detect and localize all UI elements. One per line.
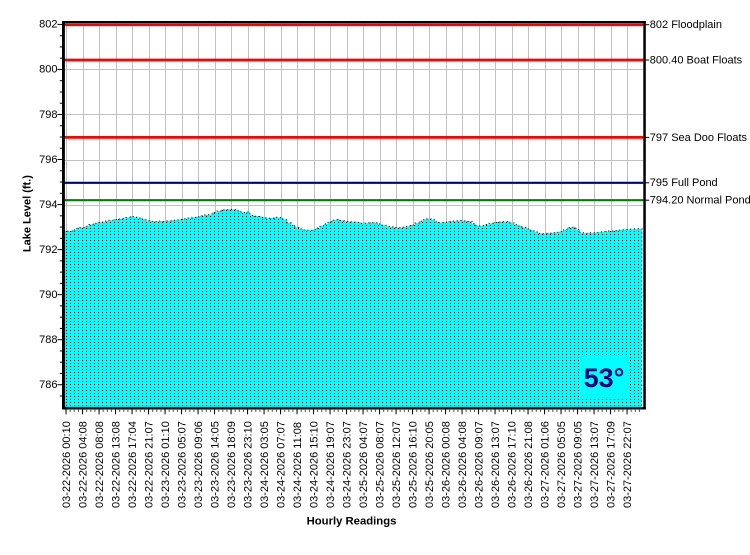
svg-text:03-24-2026 15:10: 03-24-2026 15:10 <box>309 421 321 508</box>
svg-text:802 Floodplain: 802 Floodplain <box>650 19 722 31</box>
svg-text:03-23-2026 05:07: 03-23-2026 05:07 <box>177 421 189 508</box>
svg-text:03-24-2026 11:08: 03-24-2026 11:08 <box>292 422 304 508</box>
svg-text:03-27-2026 13:07: 03-27-2026 13:07 <box>589 421 601 508</box>
svg-text:792: 792 <box>39 244 57 256</box>
svg-text:03-25-2026 04:07: 03-25-2026 04:07 <box>358 421 370 508</box>
svg-text:794.20 Normal Pond: 794.20 Normal Pond <box>650 195 750 207</box>
svg-text:03-23-2026 01:10: 03-23-2026 01:10 <box>160 421 172 508</box>
svg-text:03-26-2026 17:10: 03-26-2026 17:10 <box>507 421 519 508</box>
svg-text:Lake Level (ft.): Lake Level (ft.) <box>22 175 34 252</box>
svg-text:03-24-2026 19:07: 03-24-2026 19:07 <box>325 421 337 508</box>
svg-text:796: 796 <box>39 154 57 166</box>
svg-text:03-25-2026 16:10: 03-25-2026 16:10 <box>408 421 420 508</box>
svg-text:03-25-2026 08:07: 03-25-2026 08:07 <box>375 421 387 508</box>
svg-text:03-23-2026 09:06: 03-23-2026 09:06 <box>193 421 205 508</box>
svg-text:794: 794 <box>39 199 57 211</box>
svg-text:03-25-2026 20:05: 03-25-2026 20:05 <box>424 421 436 508</box>
svg-text:03-26-2026 04:08: 03-26-2026 04:08 <box>457 421 469 508</box>
svg-text:03-23-2026 18:09: 03-23-2026 18:09 <box>226 421 238 508</box>
svg-text:795 Full Pond: 795 Full Pond <box>650 177 718 189</box>
svg-text:03-26-2026 09:07: 03-26-2026 09:07 <box>474 421 486 508</box>
svg-text:802: 802 <box>39 19 57 31</box>
svg-text:03-23-2026 23:10: 03-23-2026 23:10 <box>243 421 255 508</box>
svg-text:03-27-2026 09:05: 03-27-2026 09:05 <box>573 421 585 508</box>
svg-text:790: 790 <box>39 289 57 301</box>
svg-text:797 Sea Doo Floats: 797 Sea Doo Floats <box>650 132 748 144</box>
svg-text:03-22-2026 04:08: 03-22-2026 04:08 <box>78 421 90 508</box>
svg-text:03-26-2026 00:08: 03-26-2026 00:08 <box>441 421 453 508</box>
svg-text:03-22-2026 08:08: 03-22-2026 08:08 <box>94 421 106 508</box>
svg-text:03-22-2026 17:04: 03-22-2026 17:04 <box>127 421 139 508</box>
svg-text:03-26-2026 13:07: 03-26-2026 13:07 <box>490 421 502 508</box>
svg-text:03-27-2026 01:06: 03-27-2026 01:06 <box>540 421 552 508</box>
svg-text:03-22-2026 00:10: 03-22-2026 00:10 <box>61 421 73 508</box>
svg-text:03-26-2026 21:08: 03-26-2026 21:08 <box>523 421 535 508</box>
svg-text:03-22-2026 21:07: 03-22-2026 21:07 <box>144 421 156 508</box>
svg-text:03-27-2026 05:05: 03-27-2026 05:05 <box>556 421 568 508</box>
svg-text:03-24-2026 23:07: 03-24-2026 23:07 <box>342 421 354 508</box>
svg-text:Hourly Readings: Hourly Readings <box>307 516 397 528</box>
svg-text:03-24-2026 03:05: 03-24-2026 03:05 <box>259 421 271 508</box>
svg-text:03-24-2026 07:07: 03-24-2026 07:07 <box>276 421 288 508</box>
svg-text:03-25-2026 12:07: 03-25-2026 12:07 <box>391 421 403 508</box>
svg-text:03-27-2026 17:09: 03-27-2026 17:09 <box>606 421 618 508</box>
svg-text:03-22-2026 13:08: 03-22-2026 13:08 <box>111 421 123 508</box>
svg-text:788: 788 <box>39 334 57 346</box>
svg-text:800.40 Boat Floats: 800.40 Boat Floats <box>650 54 743 66</box>
svg-text:03-23-2026 14:05: 03-23-2026 14:05 <box>210 421 222 508</box>
svg-text:03-27-2026 22:07: 03-27-2026 22:07 <box>622 421 634 508</box>
svg-text:53°: 53° <box>584 363 625 393</box>
svg-text:786: 786 <box>39 379 57 391</box>
svg-text:800: 800 <box>39 64 57 76</box>
svg-text:798: 798 <box>39 109 57 121</box>
